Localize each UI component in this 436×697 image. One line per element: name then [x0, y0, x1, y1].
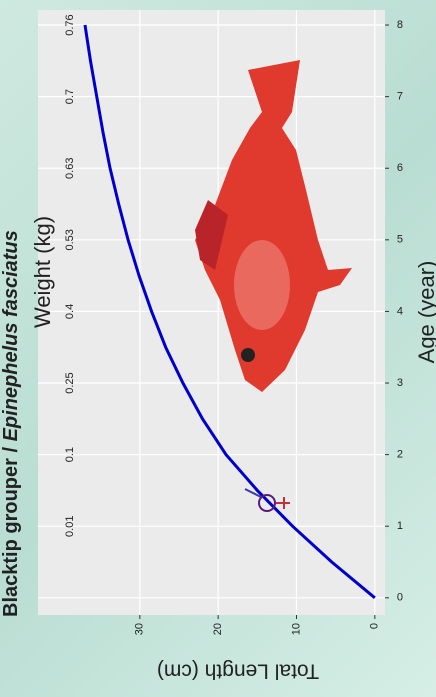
- weight-tick-label: 0.7: [64, 89, 76, 104]
- y-tick-label: 0: [369, 623, 381, 629]
- rotated-chart: Blacktip grouper / Epinephelus fasciatus…: [0, 10, 436, 682]
- x-tick-label: 4: [397, 305, 403, 317]
- x-tick-label: 3: [397, 377, 403, 389]
- y-axis-label: Total Length (cm): [157, 659, 319, 682]
- fish-body: [195, 60, 352, 392]
- weight-tick-label: 0.53: [64, 229, 76, 250]
- weight-tick-label: 0.63: [64, 158, 76, 179]
- title-main: Blacktip grouper /: [0, 441, 22, 617]
- weight-tick-label: 0.76: [64, 14, 76, 35]
- growth-curve: [83, 24, 376, 599]
- x-tick-label: 1: [397, 520, 403, 532]
- x-tick-label: 7: [397, 91, 403, 103]
- symbol-arrow: [244, 488, 262, 498]
- x-tick-label: 2: [397, 449, 403, 461]
- title-species: Epinephelus fasciatus: [0, 230, 22, 441]
- weight-tick-label: 0.4: [64, 304, 76, 319]
- fish: [195, 60, 352, 392]
- y-tick-label: 30: [134, 623, 146, 635]
- x-tick-label: 0: [397, 592, 403, 604]
- y-tick-label: 10: [290, 623, 302, 635]
- weight-tick-label: 0.25: [64, 372, 76, 393]
- chart-title: Blacktip grouper / Epinephelus fasciatus: [0, 230, 22, 617]
- y-tick-label: 20: [212, 623, 224, 635]
- x-tick-label: 5: [397, 234, 403, 246]
- x-tick-label: 8: [397, 19, 403, 31]
- symbol-circle: [258, 494, 276, 512]
- fish-fin: [195, 200, 228, 270]
- fish-belly: [234, 240, 290, 330]
- x-axis-label: Age (year): [414, 261, 436, 364]
- weight-tick-label: 0.1: [64, 447, 76, 462]
- panel: [38, 10, 385, 615]
- x-tick-label: 6: [397, 162, 403, 174]
- fish-eye: [241, 348, 255, 362]
- weight-label: Weight (kg): [30, 216, 55, 328]
- sex-symbol: [244, 488, 290, 512]
- weight-tick-label: 0.01: [64, 516, 76, 537]
